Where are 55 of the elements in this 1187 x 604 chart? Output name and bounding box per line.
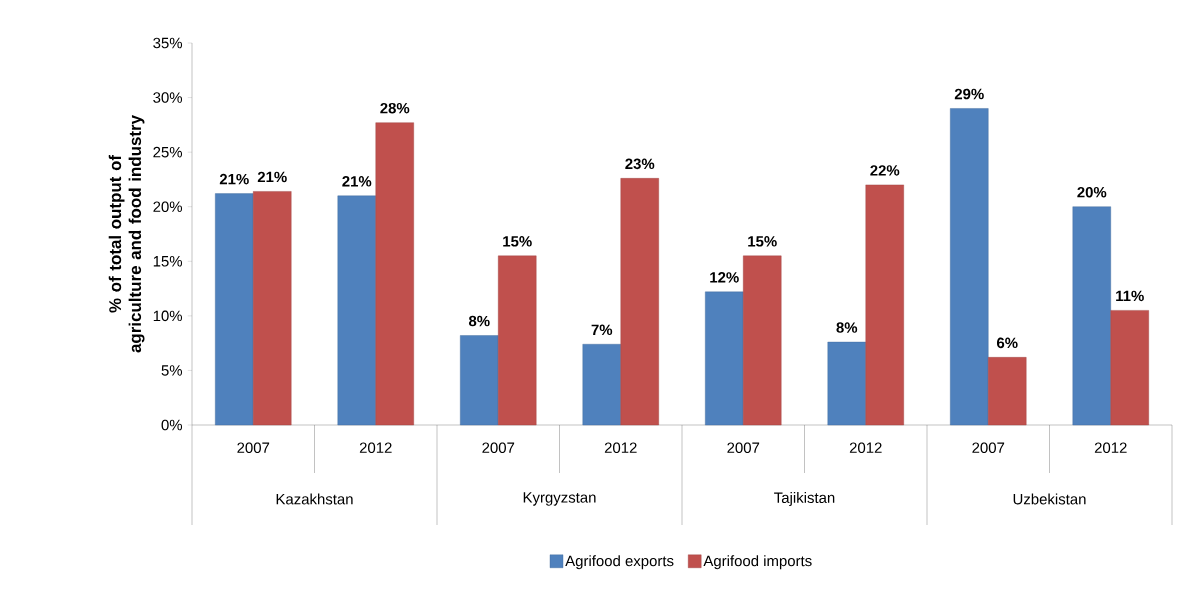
bar <box>705 291 744 426</box>
x-tick-label: 2007 <box>972 442 1005 454</box>
bar <box>460 335 499 426</box>
bar <box>1072 206 1111 426</box>
data-label: 21% <box>342 176 372 187</box>
bar <box>337 195 376 426</box>
text: Uzbekistan <box>1013 493 1086 505</box>
y-tick-label: 5% <box>161 365 183 376</box>
x-tick-label: 2012 <box>359 442 392 454</box>
y-tick-label: 10% <box>153 310 183 322</box>
data-label: 12% <box>710 272 739 283</box>
data-label: 8% <box>836 322 858 333</box>
y-tick-label: 25% <box>153 146 183 158</box>
x-tick-label: 2007 <box>482 442 515 454</box>
y-tick-label: 30% <box>153 92 183 103</box>
data-label: 28% <box>380 102 410 114</box>
data-label: 20% <box>1077 186 1107 198</box>
data-label: 11% <box>1116 290 1144 302</box>
x-tick-label: 2012 <box>1094 442 1127 454</box>
data-label: 7% <box>591 324 613 336</box>
y-axis-title: % of total output of agriculture and food industry <box>108 115 145 353</box>
data-label: 15% <box>503 236 532 247</box>
x-tick-label: 2007 <box>727 442 760 454</box>
data-label: 15% <box>748 236 777 247</box>
y-tick-label: 35% <box>153 37 183 49</box>
bar <box>620 178 659 426</box>
data-label: 21% <box>219 173 249 185</box>
y-tick-label: 0% <box>161 419 183 431</box>
bar <box>988 357 1027 426</box>
data-label: 22% <box>870 165 900 176</box>
data-label: 29% <box>954 88 984 100</box>
bar <box>950 108 989 426</box>
data-label: 6% <box>996 337 1018 349</box>
bar <box>1110 310 1149 426</box>
data-label: 23% <box>625 158 655 170</box>
x-tick-label: 2007 <box>237 442 270 454</box>
bar <box>215 193 254 426</box>
bar <box>743 255 782 426</box>
bar <box>827 341 866 426</box>
y-tick-label: 20% <box>153 201 183 212</box>
legend-label: Agrifood exports <box>565 555 674 570</box>
data-label: 21% <box>257 171 287 183</box>
data-label: 8% <box>468 315 490 327</box>
bar <box>253 191 292 426</box>
x-tick-label: 2012 <box>849 442 882 454</box>
text: Tajikistan <box>774 492 835 506</box>
bar <box>498 255 537 426</box>
legend-label: Agrifood imports <box>703 555 812 570</box>
bar <box>375 122 414 426</box>
bar <box>582 344 621 426</box>
text: Kazakhstan <box>276 493 353 505</box>
y-tick-label: 15% <box>153 256 183 267</box>
bar <box>865 184 904 426</box>
text: Kyrgyzstan <box>523 492 596 506</box>
x-tick-label: 2012 <box>604 442 637 454</box>
